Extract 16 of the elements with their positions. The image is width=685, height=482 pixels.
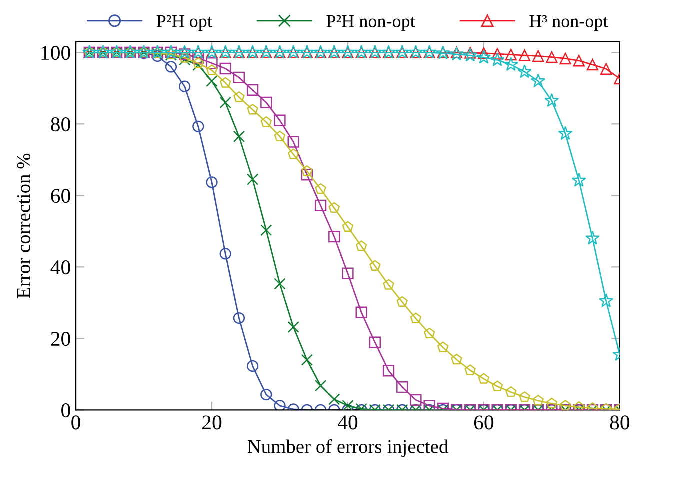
x-tick-label: 40 — [338, 416, 358, 430]
legend-label: P²H opt — [156, 15, 212, 32]
legend-label: H³ non-opt — [530, 15, 608, 32]
x-tick-label: 20 — [202, 416, 222, 430]
x-tick-label: 0 — [72, 416, 80, 430]
y-tick-label: 20 — [51, 332, 70, 346]
x-tick-label: 80 — [610, 416, 630, 430]
y-tick-label: 40 — [50, 260, 70, 275]
x-axis-title: Number of errors injected — [248, 439, 448, 458]
y-tick-label: 0 — [62, 404, 70, 418]
y-tick-label: 80 — [51, 118, 70, 132]
y-tick-label: 60 — [51, 189, 70, 204]
x-tick-label: 60 — [474, 416, 494, 430]
legend-label: P²H non-opt — [326, 15, 416, 32]
y-tick-label: 100 — [42, 46, 70, 60]
y-axis-title: Error correction % — [17, 154, 30, 298]
